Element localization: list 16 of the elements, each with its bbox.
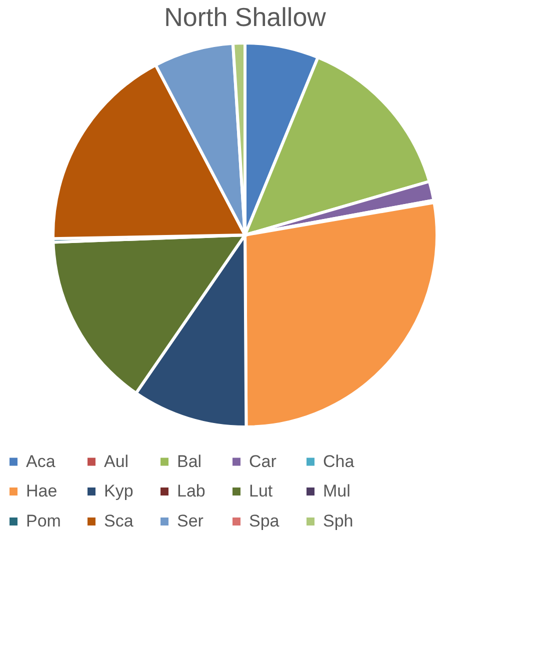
legend-label: Bal — [177, 452, 202, 471]
legend-label: Spa — [249, 512, 280, 530]
legend-label: Pom — [26, 512, 61, 530]
legend-label: Mul — [323, 482, 350, 500]
legend-label: Car — [249, 452, 277, 471]
legend-label: Sph — [323, 512, 354, 530]
legend-label: Lab — [177, 482, 206, 500]
legend-label: Kyp — [104, 482, 134, 500]
legend-label: Lut — [249, 482, 273, 500]
chart-title: North Shallow — [164, 2, 326, 32]
legend-label: Sca — [104, 512, 134, 530]
legend-label: Cha — [323, 452, 355, 471]
legend-label: Hae — [26, 482, 58, 500]
legend-label: Ser — [177, 512, 204, 530]
legend-label: Aca — [26, 452, 56, 471]
legend-label: Aul — [104, 452, 129, 471]
